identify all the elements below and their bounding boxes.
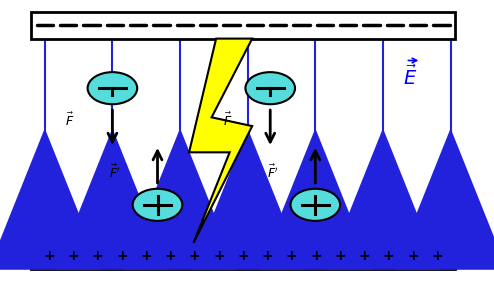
Text: +: + [310,249,322,263]
Text: +: + [92,249,104,263]
Text: +: + [165,249,176,263]
Circle shape [133,189,182,221]
Text: +: + [407,249,418,263]
Text: $\vec{F}$: $\vec{F}$ [223,112,232,129]
Text: $\vec{F}'$: $\vec{F}'$ [109,164,121,181]
Text: +: + [237,249,249,263]
Text: $\vec{E}$: $\vec{E}$ [403,64,417,89]
Text: +: + [68,249,80,263]
Text: +: + [359,249,370,263]
Circle shape [290,189,340,221]
Text: +: + [116,249,128,263]
Text: $\vec{F}$: $\vec{F}$ [65,112,74,129]
Text: $\vec{F}'$: $\vec{F}'$ [267,164,278,181]
Text: +: + [334,249,346,263]
Bar [31,243,455,269]
Text: +: + [286,249,297,263]
Text: +: + [43,249,55,263]
Text: +: + [213,249,225,263]
Polygon shape [189,39,252,243]
Circle shape [246,72,295,104]
Circle shape [87,72,137,104]
Text: +: + [189,249,201,263]
Text: +: + [431,249,443,263]
Text: +: + [140,249,152,263]
Text: +: + [383,249,394,263]
Bar [31,12,455,39]
Text: +: + [262,249,273,263]
